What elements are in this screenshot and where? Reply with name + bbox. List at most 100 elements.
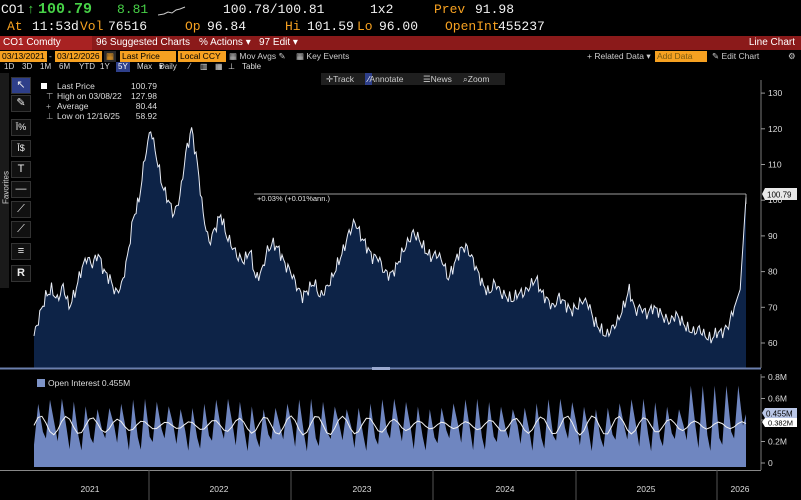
open-label: Op: [185, 19, 201, 34]
oi-mid-tag-text: 0.382M: [768, 419, 793, 428]
x-axis: 2021 2022 2023 2024 2025 2026: [0, 470, 761, 500]
price-tick-label: 80: [768, 267, 778, 277]
text-tool-icon[interactable]: T: [11, 161, 31, 178]
related-data-label: Related Data: [594, 51, 644, 61]
frequency-label: Daily: [159, 62, 177, 71]
zoom-button[interactable]: ⌕ Zoom: [463, 74, 490, 84]
price-panel: 60 70 80 90 100 110 120 130 +0.03% (+0.01%ann.)…: [33, 80, 797, 369]
add-data-field[interactable]: Add Data: [655, 51, 707, 62]
track-label: Track: [333, 74, 355, 84]
oi-tick-label: 0.2M: [768, 437, 787, 447]
horizontal-line-icon[interactable]: —: [11, 181, 31, 198]
oi-last-tag: 0.455M: [762, 408, 797, 419]
prev-value: 91.98: [475, 2, 515, 17]
end-date-field[interactable]: 03/12/2026: [55, 51, 102, 62]
oi-area: [34, 385, 746, 467]
range-1d[interactable]: 1D: [4, 62, 15, 71]
low-label: Lo: [357, 19, 373, 34]
key-events-button[interactable]: ▦ Key Events: [296, 51, 350, 61]
high-label: Hi: [285, 19, 301, 34]
oi-tick-label: 0: [768, 458, 773, 468]
open-interest-panel: 00.2M0.4M0.6M0.8M 0.455M 0.382M: [33, 372, 797, 470]
range-1y[interactable]: 1Y: [100, 62, 110, 71]
security-name[interactable]: CO1 Comdty: [0, 36, 92, 50]
legend-high-label: High on 03/08/22: [57, 91, 122, 101]
related-data-button[interactable]: + Related Data ▾: [587, 51, 651, 61]
up-arrow-icon: ↑: [27, 2, 35, 17]
price-tick-label: 60: [768, 338, 778, 348]
price-tick-label: 90: [768, 231, 778, 241]
dollar-tool-icon[interactable]: Ī$: [11, 140, 31, 157]
bid-ask-size: 1x2: [370, 2, 394, 17]
currency-select[interactable]: Local CCY: [178, 51, 226, 62]
trend-line-icon[interactable]: ⟋: [11, 201, 31, 218]
vol-value: 76516: [108, 19, 148, 34]
extended-line-icon[interactable]: ⟋: [11, 221, 31, 238]
actions-menu[interactable]: % Actions ▾: [199, 37, 251, 48]
range-1m[interactable]: 1M: [40, 62, 52, 71]
annotate-button[interactable]: ⁄ Annotate: [365, 73, 403, 85]
edit-label: Edit: [272, 37, 291, 48]
price-tick-label: 70: [768, 302, 778, 312]
suggested-charts-menu[interactable]: 96 Suggested Charts: [96, 37, 190, 48]
percent-tool-icon[interactable]: Ī%: [11, 119, 31, 136]
panel-resize-handle[interactable]: [372, 367, 390, 370]
legend-last-price[interactable]: Last Price 100.79: [37, 81, 161, 91]
range-6m[interactable]: 6M: [59, 62, 71, 71]
chart-name: Line Chart: [748, 37, 795, 48]
range-toolbar: 1D 3D 1M 6M YTD 1Y 5Y Max Daily ▾ ⁄ ▥ ▦ …: [0, 62, 801, 72]
edit-menu[interactable]: 97 Edit ▾: [259, 37, 298, 48]
legend-average-value: 80.44: [135, 101, 157, 111]
range-max[interactable]: Max: [137, 62, 153, 71]
range-3d[interactable]: 3D: [22, 62, 33, 71]
last-price-tag: 100.79: [762, 188, 797, 200]
x-tick-label: 2023: [353, 484, 372, 494]
news-button[interactable]: ☰ News: [423, 74, 452, 84]
range-ytd[interactable]: YTD: [79, 62, 95, 71]
price-tick-label: 130: [768, 88, 782, 98]
date-separator: -: [49, 51, 52, 61]
mov-avgs-button[interactable]: ▦ Mov Avgs ✎: [229, 51, 286, 61]
chart-type-bar-icon[interactable]: ▥: [200, 62, 208, 71]
table-icon[interactable]: ▦: [215, 62, 223, 71]
drawing-palette: ↖ ✎ Ī% Ī$ T — ⟋ ⟋ ≡ R: [0, 73, 34, 288]
oi-tick-label: 0.6M: [768, 394, 787, 404]
fibonacci-icon[interactable]: R: [11, 265, 31, 282]
high-value: 101.59: [307, 19, 354, 34]
pointer-icon[interactable]: ↖: [11, 77, 31, 94]
oi-legend[interactable]: Open Interest 0.455M: [37, 378, 130, 388]
legend-high-value: 127.98: [131, 91, 157, 101]
oi-line: [33, 415, 747, 436]
chart-type-line-icon[interactable]: ⁄: [189, 62, 191, 71]
x-tick-label: 2026: [731, 484, 750, 494]
track-button[interactable]: ✛ Track: [326, 74, 355, 84]
legend-average: + Average 80.44: [37, 101, 161, 111]
legend-swatch-icon: [41, 83, 47, 89]
price-tick-label: 120: [768, 124, 782, 134]
pin-icon[interactable]: ⊥: [228, 62, 235, 71]
draw-line-icon[interactable]: ✎: [11, 95, 31, 112]
favorites-tab[interactable]: Favorites: [0, 73, 11, 288]
key-events-label: Key Events: [306, 51, 350, 61]
channel-icon[interactable]: ≡: [11, 243, 31, 260]
settings-gear-icon[interactable]: ⚙: [788, 51, 796, 61]
suggested-charts-label: Suggested Charts: [109, 37, 190, 48]
x-tick-label: 2025: [637, 484, 656, 494]
chart-tools-bar: ✛ Track ⁄ Annotate ☰ News ⌕ Zoom: [321, 73, 505, 85]
calendar-icon[interactable]: ▦: [104, 51, 117, 62]
x-tick-label: 2024: [496, 484, 515, 494]
field-select[interactable]: Last Price: [120, 51, 176, 62]
oi-legend-swatch-icon: [37, 379, 45, 387]
start-date-field[interactable]: 03/13/2021: [0, 51, 47, 62]
mov-avgs-label: Mov Avgs: [239, 51, 277, 61]
oi-legend-label: Open Interest 0.455M: [48, 378, 131, 388]
legend-low-value: 58.92: [135, 111, 157, 121]
price-axis: 60 70 80 90 100 110 120 130: [760, 80, 782, 368]
zoom-label: Zoom: [467, 74, 490, 84]
chart-canvas[interactable]: 60 70 80 90 100 110 120 130 +0.03% (+0.01%ann.)…: [0, 73, 801, 500]
annotate-label: Annotate: [369, 74, 404, 84]
edit-chart-button[interactable]: ✎ Edit Chart: [712, 51, 760, 61]
range-5y[interactable]: 5Y: [116, 62, 130, 72]
frequency-select[interactable]: Daily ▾: [159, 62, 177, 71]
table-button[interactable]: Table: [242, 62, 262, 71]
